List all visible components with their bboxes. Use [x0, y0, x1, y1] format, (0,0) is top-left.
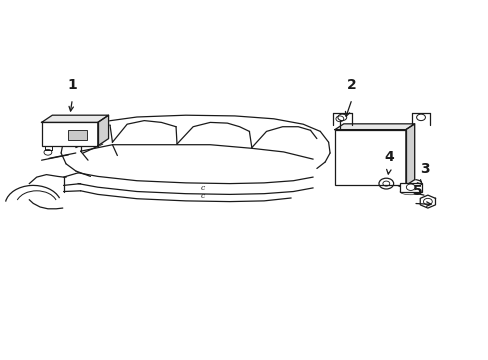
- Bar: [399, 183, 421, 192]
- Text: c: c: [201, 184, 204, 192]
- Polygon shape: [41, 115, 108, 122]
- Bar: [334, 130, 405, 185]
- Text: 2: 2: [346, 78, 356, 92]
- Polygon shape: [98, 115, 108, 146]
- Text: 3: 3: [420, 162, 429, 176]
- Text: c: c: [201, 192, 204, 200]
- Text: 1: 1: [67, 78, 77, 92]
- Polygon shape: [334, 124, 414, 130]
- Text: 5: 5: [412, 184, 422, 198]
- Bar: [41, 122, 98, 146]
- Bar: [68, 130, 87, 140]
- Polygon shape: [405, 124, 414, 185]
- Text: 4: 4: [383, 150, 393, 164]
